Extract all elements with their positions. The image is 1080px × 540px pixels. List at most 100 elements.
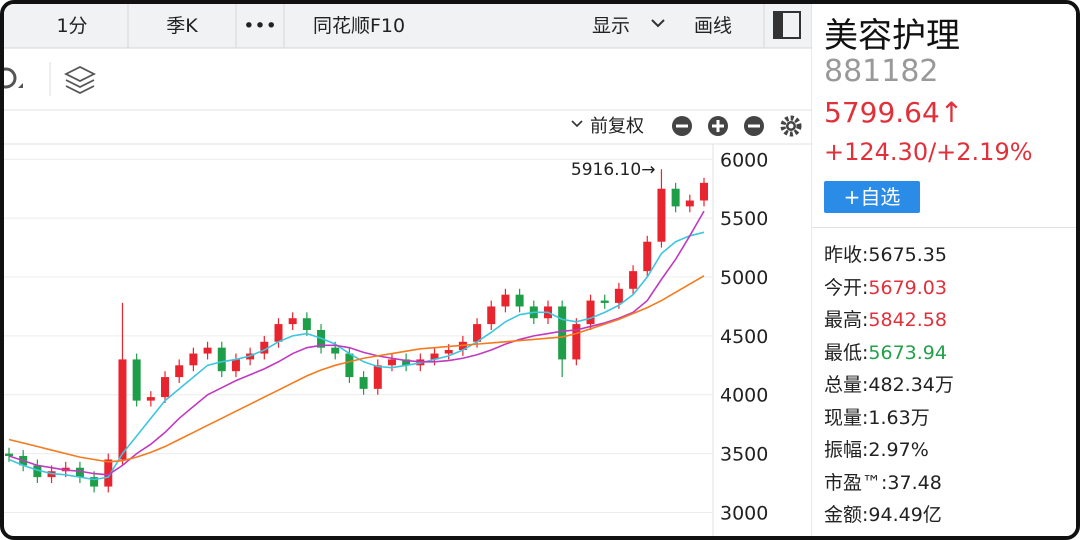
stat-label: 最高: xyxy=(824,309,869,331)
candle-body xyxy=(430,353,439,360)
stat-value: 1.63万 xyxy=(868,406,930,429)
candle-body xyxy=(643,241,652,272)
candle-body xyxy=(90,477,99,487)
tab[interactable]: ••• xyxy=(243,15,277,37)
stat-row: 最高:5842.58 xyxy=(824,305,947,332)
candle-body xyxy=(700,182,708,201)
candle-body xyxy=(175,365,184,378)
candle-body xyxy=(629,271,638,289)
candle-body xyxy=(161,377,170,398)
candle-body xyxy=(5,453,13,456)
stat-label: 金额: xyxy=(824,504,869,526)
layers-icon[interactable] xyxy=(63,65,97,95)
zoom-in[interactable] xyxy=(708,116,728,136)
stat-row: 市盈™:37.48 xyxy=(824,468,942,495)
y-tick-label: 4500 xyxy=(720,326,768,348)
toolbar xyxy=(4,4,812,48)
stat-value: 37.48 xyxy=(887,471,942,494)
stat-row: 今开:5679.03 xyxy=(824,273,947,300)
stat-label: 市盈™: xyxy=(824,471,888,494)
stat-value: 5675.35 xyxy=(868,244,947,266)
stat-row: 总量:482.34万 xyxy=(824,370,954,397)
stat-value: 5842.58 xyxy=(868,309,947,331)
tab[interactable]: 同花顺F10 xyxy=(313,15,405,37)
candle-body xyxy=(685,200,694,207)
candle-body xyxy=(260,341,269,354)
stat-label: 昨收: xyxy=(824,244,869,266)
candle-body xyxy=(274,324,283,342)
zoom-out[interactable] xyxy=(672,116,692,136)
y-tick-label: 5000 xyxy=(720,267,768,289)
stat-value: 2.97% xyxy=(868,439,929,461)
candle-body xyxy=(203,347,212,354)
candle-body xyxy=(473,324,482,342)
candle-body xyxy=(586,300,595,325)
candle-body xyxy=(614,288,623,303)
plot: 3000 3500 4000 4500 5000 5500 6000 5916.10→ xyxy=(4,149,768,524)
candle-body xyxy=(33,465,42,478)
candle-body xyxy=(515,294,524,307)
stat-value: 5673.94 xyxy=(868,341,947,364)
y-tick-label: 6000 xyxy=(720,149,768,171)
stat-row: 金额:94.49亿 xyxy=(824,500,942,527)
y-tick-label: 4000 xyxy=(720,385,768,407)
candle-body xyxy=(104,459,113,487)
y-tick-label: 5500 xyxy=(720,208,768,230)
y-tick-label: 3000 xyxy=(720,502,768,524)
tab[interactable]: 1分 xyxy=(56,15,87,37)
price: 5799.64↑ xyxy=(824,96,964,129)
layout-icon-fill xyxy=(774,12,783,38)
moving-average xyxy=(8,210,705,476)
candle-body xyxy=(373,365,382,389)
divider xyxy=(812,227,1076,228)
candle-body xyxy=(288,318,297,325)
display-menu[interactable]: 显示 xyxy=(592,15,630,37)
candle-body xyxy=(387,359,396,366)
candle-body xyxy=(345,353,354,378)
candle-body xyxy=(487,306,496,325)
stat-row: 振幅:2.97% xyxy=(824,435,929,462)
stat-row: 最低:5673.94 xyxy=(824,338,947,365)
stat-label: 振幅: xyxy=(824,439,869,461)
zoom-out[interactable] xyxy=(744,116,764,136)
chart-view: 1分 季K ••• 同花顺F10 显示 画线 前复权 3000 3500 4000 4… xyxy=(4,4,813,536)
candle-body xyxy=(302,318,311,330)
chevron xyxy=(651,19,665,28)
candle-body xyxy=(331,347,340,354)
y-tick-label: 3500 xyxy=(720,444,768,466)
draw-button[interactable]: 画线 xyxy=(694,15,732,37)
candle-body xyxy=(572,324,581,360)
watch-button[interactable]: +自选 xyxy=(824,181,920,213)
adjust-menu[interactable]: 前复权 xyxy=(590,116,644,137)
stat-label: 总量: xyxy=(824,374,869,396)
chevron xyxy=(571,120,583,128)
moving-average xyxy=(8,231,705,481)
candle-body xyxy=(444,350,453,354)
candle-body xyxy=(146,397,155,401)
settings-icon[interactable] xyxy=(4,67,17,89)
stat-value: 94.49亿 xyxy=(868,504,942,526)
candle-body xyxy=(189,353,198,366)
candle-body xyxy=(600,300,609,303)
candle-body xyxy=(75,467,84,478)
tab[interactable]: 季K xyxy=(166,15,198,37)
candle-body xyxy=(359,377,368,389)
stat-row: 现量:1.63万 xyxy=(824,403,930,430)
stock-name: 美容护理 xyxy=(824,16,960,56)
chart-settings[interactable] xyxy=(780,115,802,137)
candle-body xyxy=(501,294,510,307)
candle-body xyxy=(657,188,666,242)
change: +124.30/+2.19% xyxy=(824,138,1033,166)
stock-code: 881182 xyxy=(824,54,939,89)
dropdown-mark xyxy=(18,83,23,88)
stat-row: 昨收:5675.35 xyxy=(824,240,947,267)
max-label: 5916.10→ xyxy=(571,160,656,180)
candle-body xyxy=(671,188,680,207)
stat-label: 现量: xyxy=(824,406,869,429)
moving-average xyxy=(8,275,705,463)
stat-value: 482.34万 xyxy=(868,374,954,396)
quote-panel: 美容护理 881182 5799.64↑ +124.30/+2.19% +自选 … xyxy=(812,4,1076,536)
candle-body xyxy=(217,347,226,372)
candle-body xyxy=(132,359,141,401)
